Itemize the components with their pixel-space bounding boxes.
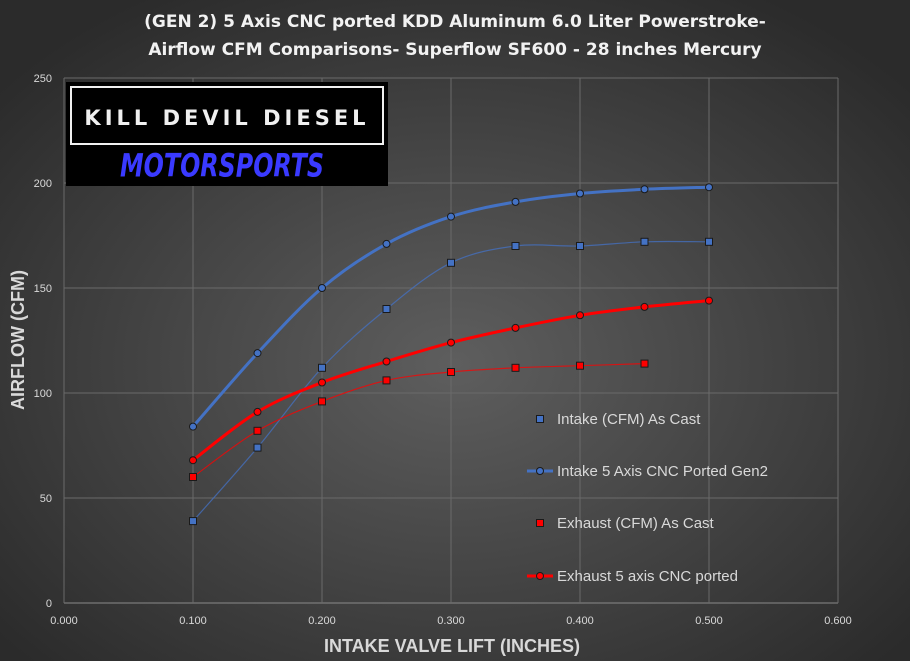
data-point (318, 378, 326, 387)
data-point (189, 422, 197, 431)
data-point (253, 349, 262, 358)
data-point (189, 456, 197, 465)
data-point (253, 426, 262, 435)
x-tick-label: 0.300 (437, 615, 465, 627)
logo-line-1: KILL DEVIL DIESEL (84, 106, 369, 130)
x-tick-label: 0.400 (566, 615, 594, 627)
data-point (447, 258, 455, 267)
x-tick-label: 0.500 (695, 615, 723, 627)
y-tick-label: 150 (34, 283, 52, 295)
data-point (576, 242, 584, 250)
data-point (705, 183, 713, 192)
legend-item: Exhaust 5 axis CNC ported (527, 568, 738, 585)
y-tick-label: 0 (46, 598, 52, 610)
data-point (189, 517, 197, 526)
legend-marker (536, 519, 544, 527)
y-tick-label: 200 (34, 178, 52, 190)
y-axis-ticks: 0 50 100 150 200 250 (34, 73, 52, 610)
data-point (189, 473, 197, 481)
x-axis-ticks: 0.000 0.100 0.200 0.300 0.400 0.500 0.600 (50, 615, 852, 627)
x-tick-label: 0.600 (824, 615, 852, 627)
data-point (382, 357, 391, 366)
legend-label: Intake (CFM) As Cast (557, 411, 701, 428)
y-tick-label: 250 (34, 73, 52, 85)
data-point (576, 189, 584, 198)
logo: KILL DEVIL DIESEL MOTORSPORTS (66, 82, 388, 186)
legend-item: Exhaust (CFM) As Cast (536, 515, 715, 532)
data-point (382, 239, 391, 248)
data-point (447, 338, 455, 347)
data-point (705, 296, 713, 305)
logo-line-2: MOTORSPORTS (120, 147, 324, 185)
x-tick-label: 0.200 (308, 615, 336, 627)
data-point (640, 185, 649, 194)
legend-marker (536, 467, 544, 475)
data-point (640, 359, 649, 368)
data-point (318, 284, 326, 292)
data-point (511, 242, 520, 250)
data-point (253, 443, 262, 452)
data-point (576, 311, 584, 320)
data-point (640, 302, 649, 311)
series-0 (189, 237, 713, 526)
series-line (192, 240, 710, 522)
series-2 (189, 359, 649, 481)
data-point (576, 361, 584, 370)
data-point (705, 237, 713, 246)
y-tick-label: 50 (40, 493, 52, 505)
chart-title-line-2: Airflow CFM Comparisons- Superflow SF600… (148, 40, 761, 60)
legend-label: Exhaust (CFM) As Cast (557, 515, 715, 532)
data-point (253, 407, 262, 416)
data-point (447, 368, 455, 376)
data-point (511, 363, 520, 372)
series-1 (189, 183, 713, 431)
legend-marker (536, 415, 544, 423)
data-point (318, 397, 326, 406)
legend-item: Intake 5 Axis CNC Ported Gen2 (527, 463, 768, 480)
series-layer (189, 183, 713, 526)
series-line (192, 363, 645, 478)
y-tick-label: 100 (34, 388, 52, 400)
legend-label: Intake 5 Axis CNC Ported Gen2 (557, 463, 768, 480)
x-axis-label: INTAKE VALVE LIFT (INCHES) (324, 636, 580, 656)
data-point (640, 237, 649, 246)
data-point (382, 376, 391, 385)
data-point (318, 363, 326, 372)
y-axis-label: AIRFLOW (CFM) (8, 270, 28, 410)
data-point (511, 323, 520, 332)
x-tick-label: 0.100 (179, 615, 207, 627)
legend-item: Intake (CFM) As Cast (536, 411, 701, 428)
chart-title-line-1: (GEN 2) 5 Axis CNC ported KDD Aluminum 6… (144, 12, 766, 32)
legend: Intake (CFM) As Cast Intake 5 Axis CNC Po… (527, 411, 768, 585)
data-point (511, 197, 520, 206)
legend-marker (536, 572, 544, 580)
legend-label: Exhaust 5 axis CNC ported (557, 568, 738, 585)
data-point (382, 305, 391, 313)
data-point (447, 212, 455, 221)
series-3 (189, 296, 713, 465)
x-tick-label: 0.000 (50, 615, 78, 627)
